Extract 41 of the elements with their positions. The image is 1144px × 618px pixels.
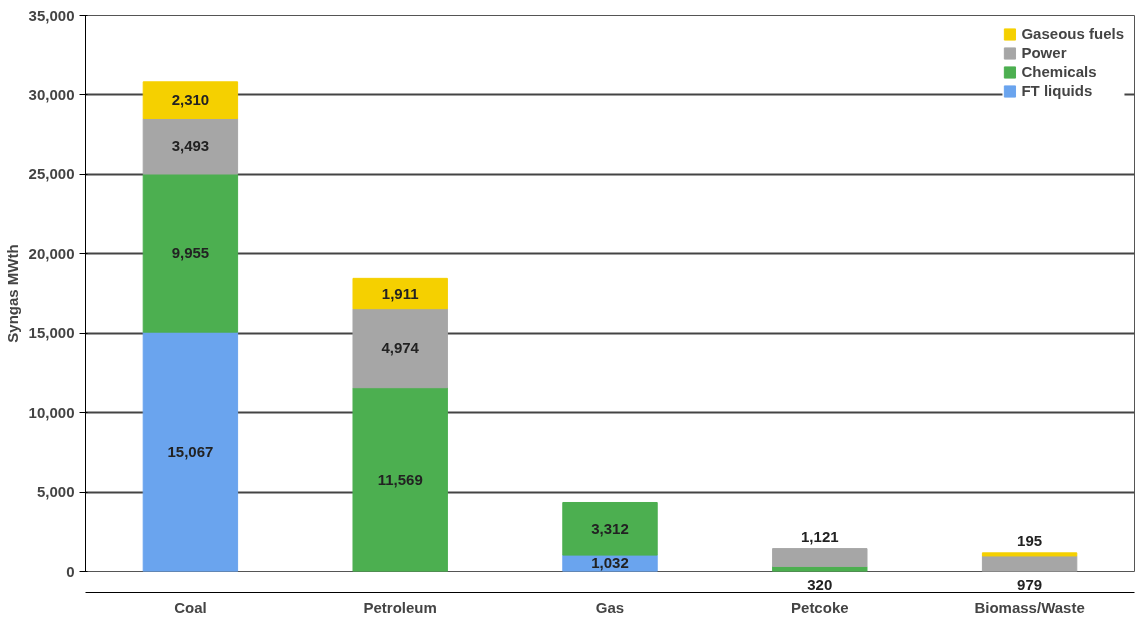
bar — [562, 501, 658, 556]
data-label: 1,121 — [801, 527, 839, 545]
legend-label: Gaseous fuels — [1021, 25, 1124, 42]
data-label: 4,974 — [381, 339, 420, 357]
data-label: 1,911 — [381, 284, 419, 302]
data-label: 979 — [1017, 575, 1043, 593]
y-axis-title: Syngas MWth — [3, 244, 21, 343]
y-tick-label: 35,000 — [28, 6, 75, 24]
data-label: 2,310 — [171, 91, 210, 109]
x-tick-label: Biomass/Waste — [974, 598, 1085, 616]
bar — [352, 387, 448, 572]
y-tick-label: 5,000 — [36, 483, 75, 501]
legend-label: Chemicals — [1021, 63, 1097, 80]
bar — [142, 331, 239, 572]
bar — [352, 277, 448, 310]
legend-label: FT liquids — [1021, 82, 1093, 99]
data-label: 9,955 — [171, 244, 210, 262]
data-label: 15,067 — [167, 442, 214, 460]
bar — [352, 308, 448, 389]
x-tick-label: Coal — [174, 598, 207, 616]
bar — [142, 81, 239, 120]
x-tick-label: Petcoke — [791, 598, 849, 616]
data-label: 11,569 — [377, 470, 423, 488]
bar — [772, 548, 868, 567]
bar — [142, 118, 239, 175]
data-label: 3,312 — [591, 519, 629, 537]
data-label: 3,493 — [171, 137, 210, 155]
y-tick-label: 25,000 — [28, 165, 75, 183]
y-tick-label: 15,000 — [28, 324, 75, 342]
x-tick-label: Petroleum — [363, 598, 437, 616]
bar — [142, 173, 239, 333]
y-tick-label: 20,000 — [28, 244, 75, 262]
y-tick-label: 30,000 — [28, 85, 75, 103]
legend-label: Power — [1021, 44, 1067, 61]
data-label: 195 — [1017, 532, 1043, 550]
data-label: 1,032 — [591, 554, 629, 572]
data-label: 320 — [807, 575, 833, 593]
x-tick-label: Gas — [595, 598, 625, 616]
bar — [981, 552, 1078, 557]
y-tick-label: 10,000 — [28, 403, 75, 421]
y-tick-label: 0 — [66, 562, 75, 580]
